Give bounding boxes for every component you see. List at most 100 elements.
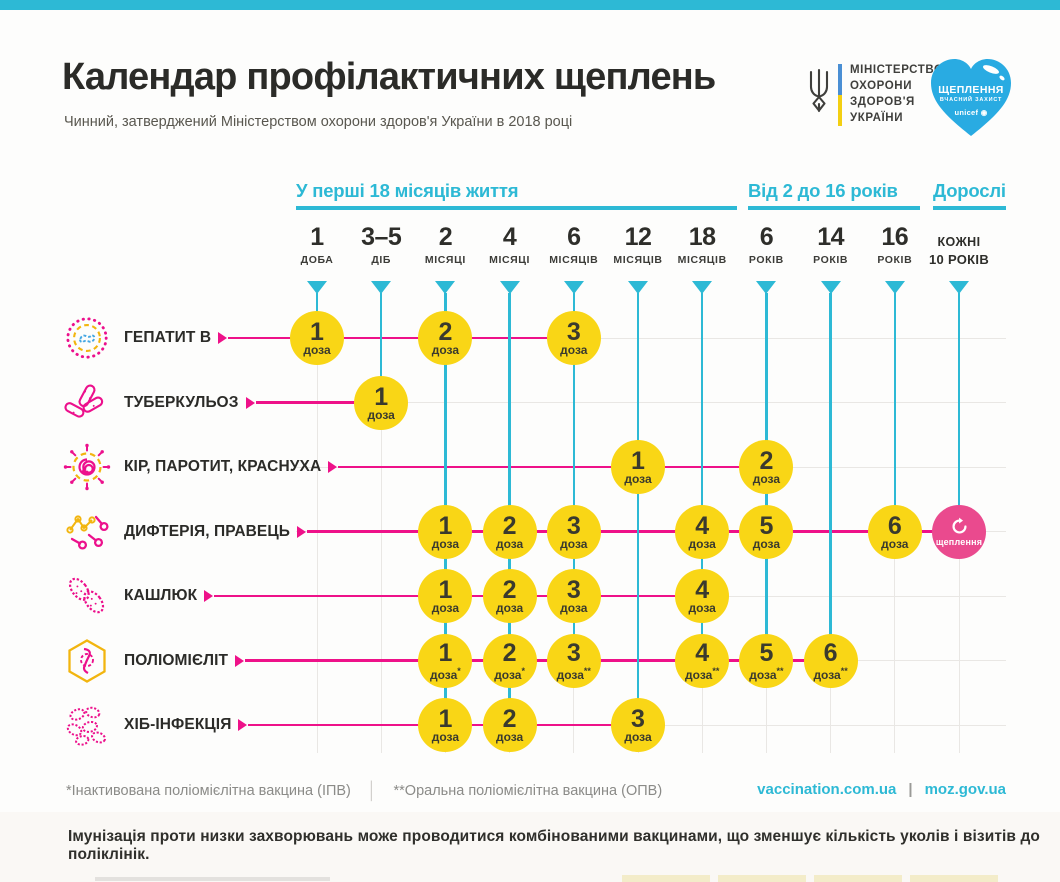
vaccine-row-label: ПОЛІОМІЄЛІТ xyxy=(124,651,229,669)
age-column-header: КОЖНІ 10 РОКІВ xyxy=(914,224,1004,267)
ministry-name: МІНІСТЕРСТВО ОХОРОНИ ЗДОРОВ'Я УКРАЇНИ xyxy=(850,62,944,126)
link-vaccination[interactable]: vaccination.com.ua xyxy=(757,781,897,798)
heart-subtitle: ВЧАСНИЙ ЗАХИСТ xyxy=(939,97,1003,103)
age-column-header: 1 ДОБА xyxy=(272,224,362,266)
vaccine-row-label: ДИФТЕРІЯ, ПРАВЕЦЬ xyxy=(124,522,291,540)
age-column-header: 12 МІСЯЦІВ xyxy=(593,224,683,266)
timeline-marker-icon xyxy=(499,281,520,294)
row-arrow-icon xyxy=(245,396,255,409)
vaccine-row: ПОЛІОМІЄЛІТ xyxy=(62,634,245,688)
dose-number: 1 xyxy=(438,638,453,667)
dose-marker: 6 доза xyxy=(867,504,922,559)
dose-word: доза xyxy=(495,730,524,744)
timeline-marker-icon xyxy=(307,281,327,294)
bottom-note: Імунізація проти низки захворювань може … xyxy=(68,828,1040,863)
timeline-column-line xyxy=(636,293,640,725)
column-value: 18 xyxy=(688,223,716,251)
column-unit: 10 РОКІВ xyxy=(928,252,990,267)
dose-marker: 3 доза xyxy=(611,698,665,752)
dose-marker: 3 доза xyxy=(546,504,601,559)
dose-word: доза** xyxy=(685,665,720,682)
dose-marker: 4 доза xyxy=(675,569,730,623)
dose-number: 1 xyxy=(310,318,324,346)
timeline-marker-icon xyxy=(756,281,777,294)
dose-number: 2 xyxy=(759,447,774,475)
row-arrow-icon xyxy=(235,654,245,667)
age-group-header: Дорослі xyxy=(933,180,1006,201)
link-moz[interactable]: moz.gov.ua xyxy=(924,781,1006,798)
age-group-underline xyxy=(933,206,1006,210)
vaccine-row: ТУБЕРКУЛЬОЗ xyxy=(62,376,255,430)
partner-logo-cutoff xyxy=(910,875,998,882)
dose-word: доза* xyxy=(429,665,461,682)
column-value: КОЖНІ xyxy=(937,235,981,249)
partner-logo-cutoff xyxy=(814,875,902,882)
dose-marker: 6 доза** xyxy=(803,633,858,688)
dose-number: 3 xyxy=(566,318,581,346)
dose-marker: 2 доза xyxy=(482,569,537,623)
row-arrow-icon xyxy=(238,719,248,731)
column-value: 3–5 xyxy=(361,223,402,251)
timeline-column-line xyxy=(957,293,961,532)
dose-number: 3 xyxy=(566,638,581,667)
row-arrow-icon xyxy=(297,525,307,538)
timeline-marker-icon xyxy=(949,281,969,294)
column-unit: МІСЯЦІВ xyxy=(613,254,663,266)
vaccine-row: ГЕПАТИТ В xyxy=(62,311,228,365)
dose-number: 4 xyxy=(695,511,710,540)
dose-number: 6 xyxy=(887,511,902,540)
dose-marker: 2 доза xyxy=(739,440,794,494)
address-text-cutoff xyxy=(95,877,330,881)
dose-marker: 3 доза xyxy=(546,311,601,365)
timeline-marker-icon xyxy=(884,281,905,294)
dose-word: доза xyxy=(431,730,460,744)
dose-word: доза xyxy=(303,343,331,357)
trident-icon xyxy=(809,68,829,113)
timeline-marker-icon xyxy=(692,281,713,294)
footnote-divider: │ xyxy=(366,781,378,800)
page-subtitle: Чинний, затверджений Міністерством охоро… xyxy=(64,114,573,130)
vaccine-row: ХІБ-ІНФЕКЦІЯ xyxy=(62,698,248,752)
dose-word: доза xyxy=(560,601,588,615)
hib-bacteria-icon xyxy=(62,700,112,750)
column-unit: ДІБ xyxy=(371,254,392,266)
partner-logo-cutoff xyxy=(622,875,710,882)
age-column-header: 18 МІСЯЦІВ xyxy=(657,224,747,266)
dose-number: 1 xyxy=(438,576,453,604)
dose-word: доза xyxy=(495,536,524,551)
column-value: 2 xyxy=(438,223,453,251)
flag-bar xyxy=(838,64,842,126)
grid-line-horizontal xyxy=(296,337,1006,339)
age-column-header: 14 РОКІВ xyxy=(786,224,876,266)
dose-marker: 5 доза** xyxy=(739,633,794,688)
age-group-header: У перші 18 місяців життя xyxy=(296,180,519,201)
column-value: 4 xyxy=(502,223,517,251)
dose-word: доза xyxy=(881,536,909,551)
booster-marker: щеплення xyxy=(932,504,986,559)
vaccine-row-label: КІР, ПАРОТИТ, КРАСНУХА xyxy=(124,458,322,475)
timeline-marker-icon xyxy=(628,281,648,294)
vaccine-row: КАШЛЮК xyxy=(62,569,214,623)
dose-marker: 1 доза xyxy=(611,440,665,494)
grid-line-vertical xyxy=(380,296,382,753)
dose-number: 2 xyxy=(438,318,453,346)
unicef-wordmark: unicef xyxy=(954,108,979,117)
column-unit: МІСЯЦІ xyxy=(489,254,531,266)
vaccine-row: ДИФТЕРІЯ, ПРАВЕЦЬ xyxy=(62,505,307,559)
grid-line-horizontal xyxy=(296,402,1006,403)
dose-word: доза xyxy=(431,343,460,357)
column-unit: МІСЯЦІ xyxy=(424,254,466,266)
schedule-line xyxy=(228,336,574,340)
dose-word: доза xyxy=(431,536,460,551)
vaccine-row: КІР, ПАРОТИТ, КРАСНУХА xyxy=(62,440,338,494)
polio-virus-icon xyxy=(62,636,112,686)
vaccine-row-label: ГЕПАТИТ В xyxy=(124,329,212,346)
heart-icon xyxy=(931,59,1011,136)
dose-marker: 4 доза** xyxy=(675,633,730,688)
schedule-line xyxy=(255,401,382,404)
dose-number: 3 xyxy=(631,705,645,733)
vaccine-row-label: КАШЛЮК xyxy=(124,587,198,604)
footer-links: vaccination.com.ua | moz.gov.ua xyxy=(757,781,1006,798)
dose-marker: 1 доза xyxy=(418,569,473,623)
dose-marker: 2 доза xyxy=(482,504,537,559)
